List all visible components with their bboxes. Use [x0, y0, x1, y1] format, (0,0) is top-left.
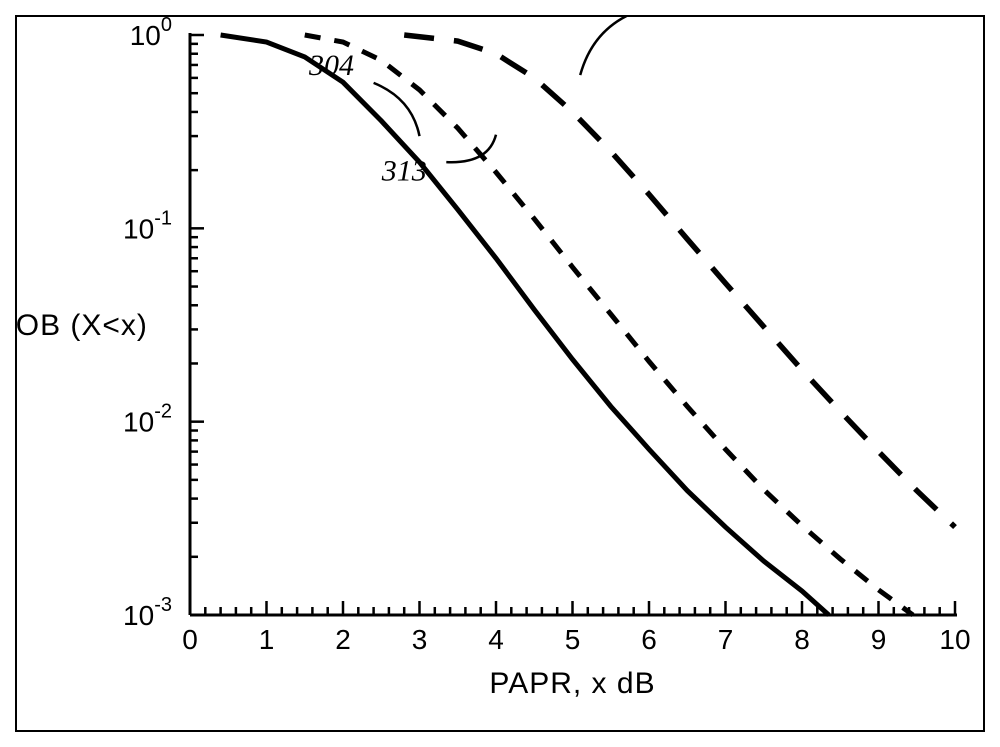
- x-tick-label: 8: [794, 624, 810, 655]
- x-tick-label: 0: [182, 624, 198, 655]
- x-tick-label: 1: [259, 624, 275, 655]
- y-tick-label: 10-3: [123, 594, 172, 631]
- x-tick-label: 6: [641, 624, 657, 655]
- x-tick-label: 2: [335, 624, 351, 655]
- x-tick-label: 10: [939, 624, 970, 655]
- y-tick-label: 100: [130, 15, 172, 51]
- annotation-label: 313: [381, 154, 427, 187]
- curve-352: [404, 35, 955, 527]
- annotation-leader: [580, 15, 653, 75]
- x-axis-title: PAPR, x dB: [489, 667, 655, 700]
- annotation-leader: [446, 135, 496, 163]
- y-tick-label: 10-2: [123, 401, 172, 438]
- annotation-label: 304: [308, 49, 354, 82]
- curve-304: [221, 35, 829, 615]
- x-tick-label: 3: [412, 624, 428, 655]
- curve-313: [305, 35, 913, 615]
- x-tick-label: 5: [565, 624, 581, 655]
- y-axis-title: PROB (X<x): [15, 309, 148, 342]
- annotation-leader: [374, 83, 420, 136]
- x-tick-label: 7: [718, 624, 734, 655]
- x-tick-label: 9: [871, 624, 887, 655]
- y-tick-label: 10-1: [123, 207, 172, 244]
- x-tick-label: 4: [488, 624, 504, 655]
- chart-svg: 0 1 2 3 4 5 6 7 8 9 10 100 10-1 10-2 10-3 PAPR, x dB PRO…: [15, 15, 985, 732]
